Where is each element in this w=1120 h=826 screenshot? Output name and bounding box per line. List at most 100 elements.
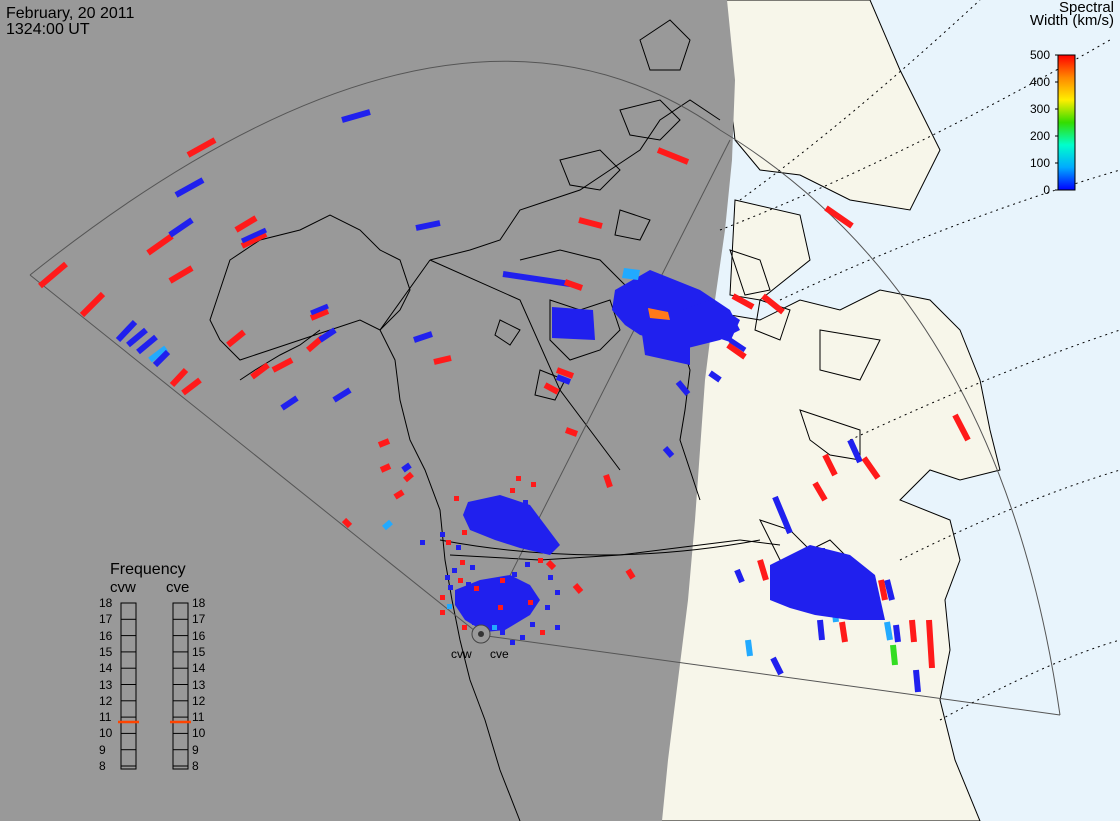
- echo-cluster: [682, 300, 740, 342]
- echo-segment: [625, 568, 636, 580]
- echo-segment: [555, 367, 575, 379]
- echo-segment: [152, 349, 171, 368]
- echo-cell: [446, 540, 451, 545]
- echo-segment: [403, 471, 414, 483]
- geomagnetic-grid: [719, 0, 1120, 721]
- echo-cell: [500, 630, 505, 635]
- frequency-tick-label: 10: [192, 726, 206, 741]
- echo-segment: [731, 293, 755, 310]
- frequency-tick-label: 16: [192, 628, 206, 643]
- frequency-title: Frequency: [110, 561, 186, 578]
- echo-cell: [498, 605, 503, 610]
- echo-cluster: [463, 495, 560, 555]
- frequency-tick-label: 13: [192, 677, 206, 692]
- frequency-radar-cve: cve: [166, 579, 190, 596]
- echo-segment: [564, 279, 583, 291]
- echo-segment: [555, 374, 572, 385]
- echo-segment: [174, 177, 205, 198]
- echo-segment: [401, 462, 412, 473]
- echo-cell: [510, 488, 515, 493]
- echo-segment: [913, 669, 921, 693]
- echo-cell: [540, 630, 545, 635]
- echo-cell: [548, 575, 553, 580]
- radar-site-dot: [478, 631, 484, 637]
- echo-segment: [893, 624, 901, 643]
- frequency-tick-label: 11: [99, 710, 112, 725]
- frequency-tick-label: 14: [192, 661, 206, 676]
- echo-cluster: [648, 308, 670, 320]
- frequency-radar-cvw: cvw: [110, 579, 136, 596]
- colorbar-tick-label: 100: [1029, 156, 1050, 170]
- echo-cell: [440, 610, 445, 615]
- frequency-tick-label: 11: [192, 710, 205, 725]
- echo-segment: [839, 621, 848, 643]
- echo-segment: [545, 559, 557, 571]
- echo-cell: [510, 640, 515, 645]
- echo-cell: [420, 540, 425, 545]
- echo-segment: [817, 619, 825, 641]
- day-land: [649, 0, 1001, 822]
- echo-segment: [186, 137, 217, 158]
- echo-segment: [168, 217, 194, 238]
- colorbar-rect: [1057, 54, 1076, 191]
- echo-segment: [708, 370, 722, 383]
- frequency-tick-label: 18: [192, 596, 206, 610]
- echo-segment: [433, 355, 452, 365]
- echo-cell: [512, 572, 517, 577]
- echo-cell: [458, 578, 463, 583]
- echo-segment: [861, 456, 881, 480]
- echo-segment: [250, 362, 270, 380]
- echo-segment: [728, 337, 747, 353]
- echo-segment: [847, 438, 863, 464]
- echo-cell: [470, 605, 475, 610]
- frequency-tick-label: 12: [99, 693, 113, 708]
- echo-segment: [341, 109, 371, 123]
- frequency-tick-label: 18: [99, 596, 113, 610]
- radar-label-cvw: cvw: [451, 647, 472, 661]
- echo-cell: [454, 496, 459, 501]
- colorbar: [1055, 54, 1076, 191]
- echo-segment: [341, 517, 353, 529]
- frequency-tick-label: 17: [99, 612, 113, 627]
- echo-segment: [578, 217, 603, 229]
- echo-segment: [382, 519, 393, 531]
- echo-segment: [656, 147, 690, 165]
- echo-segment: [952, 413, 971, 442]
- echo-cell: [538, 558, 543, 563]
- echo-cell: [456, 545, 461, 550]
- echo-segment: [564, 427, 579, 437]
- echo-cell: [555, 625, 560, 630]
- echo-segment: [318, 327, 337, 343]
- echo-segment: [884, 621, 893, 641]
- echo-segment: [169, 367, 189, 388]
- echo-cell: [555, 590, 560, 595]
- echo-cell: [462, 530, 467, 535]
- colorbar-tick-label: 500: [1029, 48, 1050, 62]
- echo-cell: [523, 500, 528, 505]
- echo-cell: [528, 600, 533, 605]
- echo-segment: [234, 215, 258, 233]
- echo-cell: [440, 595, 445, 600]
- echo-segment: [271, 357, 294, 373]
- echo-segment: [136, 334, 158, 355]
- echo-cell: [525, 562, 530, 567]
- frequency-tick-label: 13: [99, 677, 113, 692]
- frequency-tick-label: 9: [192, 742, 199, 757]
- echo-segment: [726, 342, 747, 360]
- echo-cell: [516, 476, 521, 481]
- frequency-tick-label: 14: [99, 661, 113, 676]
- echo-cluster: [770, 545, 885, 620]
- echo-cell: [520, 635, 525, 640]
- echo-segment: [884, 579, 895, 601]
- echo-segment: [332, 387, 352, 403]
- time-label: 1324:00 UT: [6, 21, 90, 38]
- colorbar-tick-label: 0: [1043, 183, 1050, 197]
- echo-cell: [448, 585, 453, 590]
- echo-segment: [38, 261, 68, 289]
- frequency-tick-label: 9: [99, 742, 106, 757]
- echo-cell: [472, 620, 477, 625]
- colorbar-tick-label: 400: [1029, 75, 1050, 89]
- echo-segment: [761, 293, 785, 315]
